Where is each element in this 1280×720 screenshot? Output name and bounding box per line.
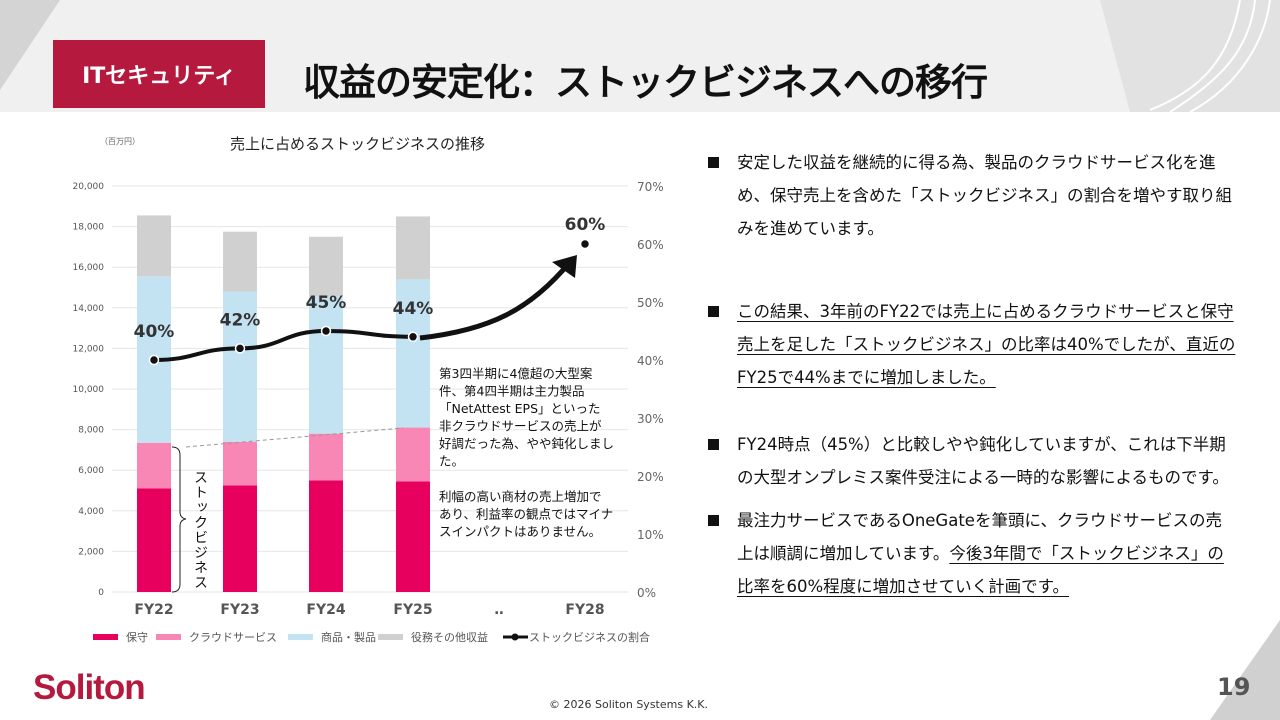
annotation-text: 第3四半期に4億超の大型案 [439,366,593,381]
bullet-text-underlined: この結果、3年前のFY22では売上に占めるクラウドサービスと保守売上を足した「ス… [737,302,1236,387]
bullet-text-underlined: 今後3年間で「ストックビジネス」の比率を60%程度に増加させていく計画です。 [737,544,1224,596]
y2-tick-label: 40% [637,354,664,368]
annotation-text: 非クラウドサービスの売上が [439,419,602,434]
bullet-square-icon [708,515,719,526]
ratio-data-label: 45% [306,293,347,313]
bar-役務その他収益 [223,231,257,292]
annotation-text: スインパクトはありません。 [439,524,601,539]
bar-保守 [309,480,343,592]
ratio-point [148,354,160,366]
page-title: 収益の安定化：ストックビジネスへの移行 [303,61,988,104]
bar-保守 [396,481,430,592]
stock-ratio-line [153,328,414,362]
bullet-item: この結果、3年前のFY22では売上に占めるクラウドサービスと保守売上を足した「ス… [706,295,1236,394]
y-tick-label: 6,000 [78,466,104,476]
y2-tick-label: 50% [637,296,664,310]
bar-商品・製品 [309,296,343,434]
y2-tick-label: 20% [637,470,664,484]
y-tick-label: 0 [98,588,104,598]
bar-クラウドサービス [396,427,430,482]
bar-クラウドサービス [137,442,171,489]
ratio-data-label: 40% [134,322,175,342]
bullet-square-icon [708,439,719,450]
annotation-text: 件、第4四半期は主力製品 [439,384,584,399]
ratio-data-label: 60% [565,215,606,235]
x-tick-label: FY25 [393,602,432,618]
legend-swatch [288,634,313,640]
bullet-text: FY24時点（45%）と比較しやや鈍化していますが、これは下半期の大型オンプレミ… [737,435,1229,487]
bullet-list: 安定した収益を継続的に得る為、製品のクラウドサービス化を進め、保守売上を含めた「… [706,146,1236,603]
y-axis-unit: （百万円） [100,137,140,146]
bullet-text: 安定した収益を継続的に得る為、製品のクラウドサービス化を進め、保守売上を含めた「… [737,153,1232,238]
x-tick-label: FY23 [220,602,259,618]
annotation-text: 好調だった為、やや鈍化しまし [439,436,614,451]
bar-クラウドサービス [309,433,343,481]
footer-decoration [1210,620,1280,720]
header-decoration [0,0,1280,112]
legend-label: 保守 [126,630,148,644]
annotation-text: た。 [439,454,464,469]
bar-役務その他収益 [396,216,430,280]
y-tick-label: 10,000 [73,385,105,395]
legend-swatch [93,634,118,640]
bar-保守 [223,485,257,592]
bar-役務その他収益 [309,236,343,297]
bar-クラウドサービス [223,441,257,486]
copyright: © 2026 Soliton Systems K.K. [549,698,708,711]
y2-tick-label: 0% [637,586,656,600]
y-tick-label: 12,000 [73,344,105,354]
x-tick-label: FY28 [565,602,604,618]
stock-business-brace [171,446,187,593]
bar-保守 [137,488,171,592]
ratio-point [234,343,246,354]
y-tick-label: 20,000 [73,182,105,192]
bullet-item: 最注力サービスであるOneGateを筆頭に、クラウドサービスの売上は順調に増加し… [706,504,1236,603]
legend-swatch [156,634,181,640]
growth-arrow [419,260,572,341]
y-tick-label: 8,000 [78,426,104,436]
bar-商品・製品 [223,291,257,442]
category-badge: ITセキュリティ [53,40,265,108]
annotation-text: あり、利益率の観点ではマイナ [439,507,613,522]
ratio-point [579,238,591,250]
chart-title: 売上に占めるストックビジネスの推移 [230,135,485,153]
ratio-point [407,331,419,343]
x-tick-label: FY24 [306,602,345,618]
y-tick-label: 18,000 [73,223,105,233]
y-tick-label: 4,000 [78,507,104,517]
ratio-data-label: 42% [220,310,261,330]
legend-line-marker [511,633,519,641]
soliton-logo: Soliton [33,668,146,707]
growth-arrow-head [552,255,577,278]
bullet-square-icon [708,157,719,168]
bullet-text: 最注力サービスであるOneGateを筆頭に、クラウドサービスの売上は順調に増加し… [737,511,1222,563]
ratio-point [320,325,332,337]
y2-tick-label: 30% [637,412,664,426]
bullet-item: FY24時点（45%）と比較しやや鈍化していますが、これは下半期の大型オンプレミ… [706,428,1236,494]
y-tick-label: 14,000 [73,304,105,314]
legend-label: ストックビジネスの割合 [529,630,650,644]
legend-label: 商品・製品 [321,630,376,644]
y-tick-label: 16,000 [73,263,105,273]
stock-trend-dashed-line [185,427,404,448]
bar-役務その他収益 [137,215,171,277]
bullet-square-icon [708,306,719,317]
bar-商品・製品 [396,279,430,428]
bullet-item: 安定した収益を継続的に得る為、製品のクラウドサービス化を進め、保守売上を含めた「… [706,146,1236,245]
annotation-text: 「NetAttest EPS」といった [439,401,601,416]
y2-tick-label: 10% [637,528,664,542]
y-tick-label: 2,000 [78,547,104,557]
x-tick-label: ‥ [494,602,503,618]
legend-label: クラウドサービス [189,631,277,644]
annotation-text: 利幅の高い商材の売上増加で [439,489,602,504]
x-tick-label: FY22 [134,602,173,618]
brace-label: ストックビジネス [192,470,208,590]
legend-swatch [378,634,403,640]
legend-label: 役務その他収益 [411,630,488,644]
page-number: 19 [1217,673,1251,701]
y2-tick-label: 60% [637,238,664,252]
ratio-data-label: 44% [393,299,434,319]
y2-tick-label: 70% [637,180,664,194]
